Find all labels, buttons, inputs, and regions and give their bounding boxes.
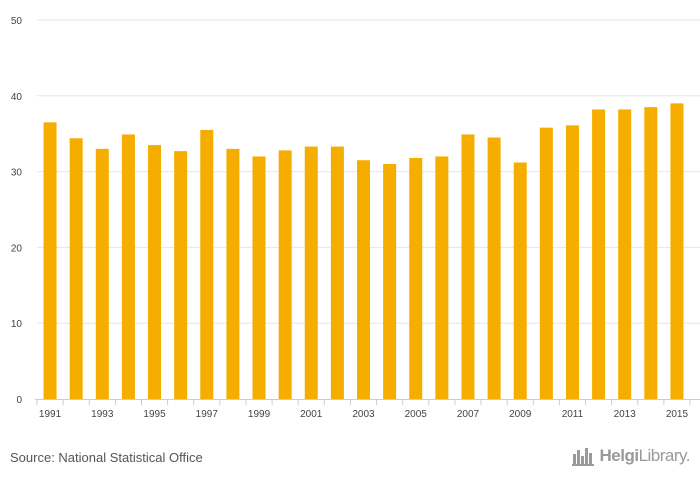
x-tick-label: 2007 bbox=[457, 409, 480, 420]
y-tick-label: 50 bbox=[11, 16, 23, 27]
city-skyline-icon bbox=[571, 448, 594, 466]
x-tick-label: 1993 bbox=[91, 409, 114, 420]
footer: Source: National Statistical Office Helg… bbox=[0, 440, 700, 483]
x-tick-label: 2013 bbox=[614, 409, 637, 420]
bar-2005 bbox=[409, 157, 423, 399]
y-tick-label: 10 bbox=[11, 319, 23, 330]
y-tick-label: 0 bbox=[16, 395, 22, 406]
y-tick-label: 20 bbox=[11, 243, 23, 254]
x-tick-label: 1997 bbox=[196, 409, 219, 420]
bar-2000 bbox=[278, 150, 292, 399]
bar-2001 bbox=[304, 146, 318, 399]
x-tick-label: 2015 bbox=[666, 409, 689, 420]
x-tick-label: 2003 bbox=[352, 409, 375, 420]
x-axis-ticks bbox=[36, 399, 691, 405]
bar-2010 bbox=[539, 127, 553, 400]
bar-2003 bbox=[357, 160, 370, 399]
y-tick-label: 30 bbox=[11, 168, 23, 179]
y-tick-label: 40 bbox=[11, 92, 23, 103]
bar-1991 bbox=[43, 122, 57, 399]
x-tick-label: 2005 bbox=[405, 409, 428, 420]
logo-text: HelgiLibrary. bbox=[599, 446, 691, 465]
bar-1999 bbox=[252, 156, 266, 399]
bar-1995 bbox=[148, 145, 162, 399]
x-tick-label: 2009 bbox=[509, 409, 532, 420]
y-axis-tick-labels: 0 10 20 30 40 50 bbox=[11, 16, 23, 406]
bar-2015 bbox=[670, 103, 684, 399]
bar-2002 bbox=[330, 146, 344, 399]
x-tick-label: 1999 bbox=[248, 409, 271, 420]
bar-1998 bbox=[226, 148, 240, 399]
bar-2013 bbox=[618, 109, 632, 399]
bar-chart: 0 10 20 30 40 50 1991 1993 1995 1997 1999 2001 2003… bbox=[11, 16, 700, 420]
bar-1996 bbox=[174, 151, 188, 399]
bar-2007 bbox=[461, 134, 475, 399]
x-tick-label: 1995 bbox=[143, 409, 166, 420]
x-tick-label: 2011 bbox=[562, 409, 584, 420]
x-tick-label: 2001 bbox=[300, 409, 323, 420]
x-tick-label: 1991 bbox=[39, 409, 62, 420]
bar-2006 bbox=[435, 156, 449, 399]
source-note: Source: National Statistical Office bbox=[10, 450, 203, 465]
bar-2014 bbox=[644, 107, 658, 400]
bar-1997 bbox=[200, 129, 214, 399]
bar-2009 bbox=[513, 162, 527, 399]
bar-2011 bbox=[565, 125, 579, 399]
helgilibrary-logo: HelgiLibrary. bbox=[571, 446, 691, 466]
bar-1992 bbox=[69, 138, 83, 400]
x-axis-tick-labels: 1991 1993 1995 1997 1999 2001 2003 2005 2007 2009… bbox=[39, 409, 689, 420]
bars bbox=[43, 103, 684, 400]
bar-2004 bbox=[383, 164, 397, 399]
bar-1994 bbox=[121, 134, 135, 399]
bar-2008 bbox=[487, 137, 501, 400]
bar-1993 bbox=[95, 148, 109, 399]
bar-2012 bbox=[592, 109, 606, 399]
